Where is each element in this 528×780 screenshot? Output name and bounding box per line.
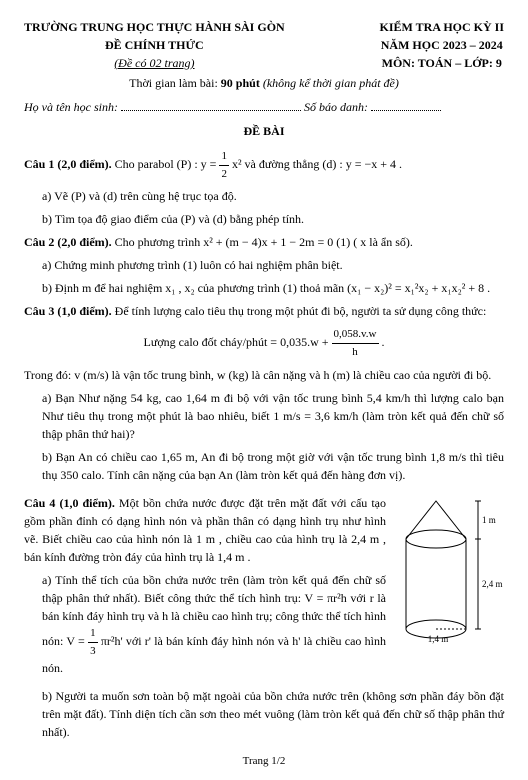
q2a: a) Chứng minh phương trình (1) luôn có h…	[24, 256, 504, 274]
formula-dot: .	[379, 335, 385, 349]
q2: Câu 2 (2,0 điểm). Cho phương trình x² + …	[24, 233, 504, 251]
q4b: b) Người ta muốn sơn toàn bộ mặt ngoài c…	[24, 687, 504, 741]
q3-p3: b) Bạn An có chiều cao 1,65 m, An đi bộ …	[24, 448, 504, 484]
frac-third: 13	[88, 625, 98, 659]
time-label: Thời gian làm bài:	[129, 76, 221, 90]
formula-label: Lượng calo đốt cháy/phút = 0,035.w +	[143, 335, 331, 349]
q3-p1: Trong đó: v (m/s) là vận tốc trung bình,…	[24, 366, 504, 384]
name-field	[121, 110, 301, 111]
exam-title: KIỂM TRA HỌC KỲ II	[380, 18, 504, 36]
q2-head: Câu 2 (2,0 điểm).	[24, 235, 112, 249]
page-footer: Trang 1/2	[24, 753, 504, 770]
subject: MÔN: TOÁN – LỚP: 9	[380, 54, 504, 72]
q2-body: Cho phương trình x² + (m − 4)x + 1 − 2m …	[112, 235, 413, 249]
hcone-label: 1 m	[482, 515, 496, 525]
official-label: ĐỀ CHÍNH THỨC	[24, 36, 285, 54]
q1-body1: Cho parabol (P) : y =	[112, 157, 220, 171]
q3: Câu 3 (1,0 điểm). Để tính lượng calo tiê…	[24, 302, 504, 320]
header: TRƯỜNG TRUNG HỌC THỰC HÀNH SÀI GÒN ĐỀ CH…	[24, 18, 504, 72]
name-label: Họ và tên học sinh:	[24, 100, 121, 114]
time-value: 90 phút	[221, 76, 260, 90]
time-row: Thời gian làm bài: 90 phút (không kể thờ…	[24, 74, 504, 92]
doc-title: ĐỀ BÀI	[24, 122, 504, 140]
school-year: NĂM HỌC 2023 – 2024	[380, 36, 504, 54]
q1a: a) Vẽ (P) và (d) trên cùng hệ trục tọa đ…	[24, 187, 504, 205]
header-left: TRƯỜNG TRUNG HỌC THỰC HÀNH SÀI GÒN ĐỀ CH…	[24, 18, 285, 72]
q4-head: Câu 4 (1,0 điểm).	[24, 496, 115, 510]
q1: Câu 1 (2,0 điểm). Cho parabol (P) : y = …	[24, 148, 504, 182]
formula-frac: 0,058.v.wh	[332, 326, 379, 360]
hcyl-label: 2,4 m	[482, 579, 503, 589]
header-right: KIỂM TRA HỌC KỲ II NĂM HỌC 2023 – 2024 M…	[380, 18, 504, 72]
name-row: Họ và tên học sinh: Số báo danh:	[24, 98, 504, 116]
q3-body: Để tính lượng calo tiêu thụ trong một ph…	[112, 304, 487, 318]
time-note: (không kể thời gian phát đề)	[260, 76, 399, 90]
q1-body2: x² và đường thẳng (d) : y = −x + 4 .	[229, 157, 402, 171]
q3-p2: a) Bạn Như nặng 54 kg, cao 1,64 m đi bộ …	[24, 389, 504, 443]
q3-formula: Lượng calo đốt cháy/phút = 0,035.w + 0,0…	[24, 326, 504, 360]
frac-half: 12	[219, 148, 229, 182]
q2b: b) Định m để hai nghiệm x₁ , x₂ của phươ…	[24, 279, 504, 297]
tank-diagram: 1,4 m 1 m 2,4 m	[394, 489, 504, 659]
q4a: a) Tính thể tích của bồn chứa nước trên …	[24, 571, 386, 677]
q3-head: Câu 3 (1,0 điểm).	[24, 304, 112, 318]
sbd-field	[371, 110, 441, 111]
sbd-label: Số báo danh:	[304, 100, 371, 114]
q4-row: Câu 4 (1,0 điểm). Một bồn chứa nước được…	[24, 489, 504, 682]
page-count: (Đề có 02 trang)	[24, 54, 285, 72]
q1-head: Câu 1 (2,0 điểm).	[24, 157, 112, 171]
q1b: b) Tìm tọa độ giao điểm của (P) và (d) b…	[24, 210, 504, 228]
q4-text: Câu 4 (1,0 điểm). Một bồn chứa nước được…	[24, 489, 386, 682]
school-name: TRƯỜNG TRUNG HỌC THỰC HÀNH SÀI GÒN	[24, 18, 285, 36]
q4: Câu 4 (1,0 điểm). Một bồn chứa nước được…	[24, 494, 386, 566]
r-label: 1,4 m	[428, 634, 449, 644]
